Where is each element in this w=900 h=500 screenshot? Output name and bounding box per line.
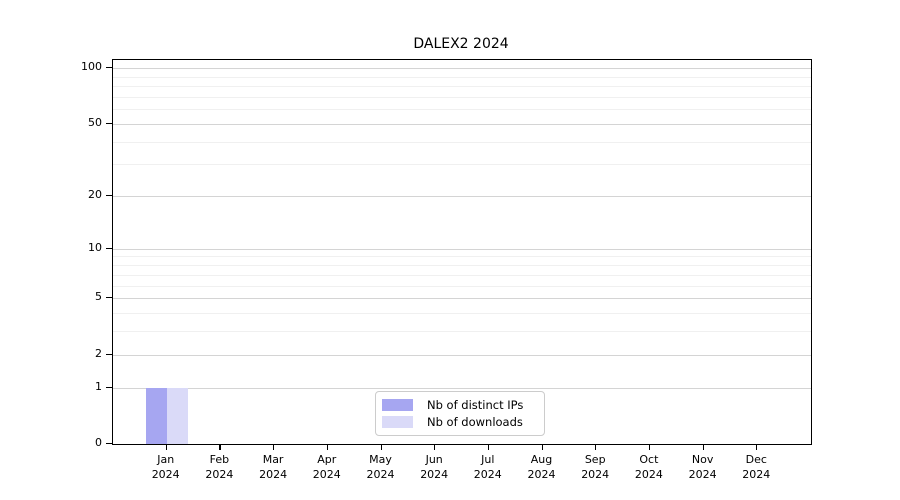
gridline-minor — [113, 312, 811, 314]
y-tick-label: 0 — [95, 436, 102, 449]
gridline-minor — [113, 141, 811, 143]
legend-entry: Nb of distinct IPs — [382, 396, 536, 413]
y-tick-label: 5 — [95, 290, 102, 303]
x-tick-mark — [648, 444, 651, 450]
x-tick-mark — [756, 444, 758, 450]
gridline-minor — [113, 265, 811, 266]
x-tick-mark — [434, 444, 436, 450]
x-tick-label: Apr 2024 — [312, 453, 341, 481]
x-tick-label: May 2024 — [366, 453, 395, 481]
gridline-major — [113, 248, 811, 250]
chart-title: DALEX2 2024 — [413, 36, 509, 52]
gridline-minor — [113, 86, 811, 87]
legend-label: Nb of distinct IPs — [427, 397, 524, 412]
y-tick-mark — [106, 297, 112, 299]
x-tick-label: Jan 2024 — [151, 453, 180, 481]
plot-area — [112, 59, 812, 445]
y-tick-mark — [106, 247, 112, 249]
x-tick-label: Mar 2024 — [259, 453, 288, 481]
x-tick-label: Jul 2024 — [473, 453, 502, 481]
legend-entry: Nb of downloads — [382, 413, 536, 430]
gridline-minor — [113, 331, 811, 333]
x-tick-mark — [541, 444, 543, 450]
y-tick-label: 1 — [95, 379, 102, 393]
gridline-major — [113, 196, 811, 197]
y-tick-label: 2 — [95, 346, 102, 360]
legend-swatch-distinct-ips — [382, 398, 413, 411]
x-tick-label: Aug 2024 — [527, 453, 556, 481]
gridline-minor — [113, 285, 811, 287]
gridline-minor — [113, 76, 811, 78]
legend-label: Nb of downloads — [427, 414, 523, 429]
y-tick-mark — [106, 386, 112, 388]
y-tick-mark — [106, 195, 112, 197]
gridline-major — [113, 387, 811, 389]
x-tick-mark — [165, 444, 167, 450]
gridline-minor — [113, 109, 811, 111]
y-tick-label: 10 — [88, 240, 102, 254]
y-tick-label: 50 — [88, 115, 102, 129]
gridline-minor — [113, 96, 811, 98]
y-tick-label: 20 — [88, 188, 102, 201]
y-tick-mark — [106, 353, 112, 355]
x-tick-mark — [702, 444, 704, 450]
x-tick-label: Jun 2024 — [420, 453, 449, 481]
x-tick-mark — [273, 444, 275, 450]
y-tick-mark — [106, 122, 112, 124]
legend: Nb of distinct IPs Nb of downloads — [375, 391, 545, 436]
gridline-minor — [113, 274, 811, 276]
gridline-minor — [113, 256, 811, 258]
x-tick-mark — [595, 444, 597, 450]
x-tick-label: Dec 2024 — [742, 453, 771, 481]
x-tick-mark — [326, 444, 328, 450]
gridline-major — [113, 123, 811, 125]
gridline-major — [113, 298, 811, 299]
x-tick-label: Oct 2024 — [634, 453, 663, 481]
x-tick-mark — [219, 444, 221, 450]
y-tick-mark — [106, 67, 112, 69]
bar-nb-of-distinct-ips — [145, 387, 167, 444]
gridline-major — [113, 354, 811, 356]
x-tick-label: Feb 2024 — [205, 453, 234, 481]
y-tick-mark — [106, 443, 112, 445]
x-tick-label: Sep 2024 — [581, 453, 610, 481]
x-tick-mark — [487, 444, 489, 450]
x-tick-mark — [380, 444, 382, 450]
y-tick-label: 100 — [81, 60, 102, 73]
bar-nb-of-downloads — [166, 387, 188, 444]
legend-swatch-downloads — [382, 415, 413, 428]
gridline-minor — [113, 164, 811, 166]
x-tick-label: Nov 2024 — [688, 453, 717, 481]
gridline-major — [113, 68, 811, 69]
